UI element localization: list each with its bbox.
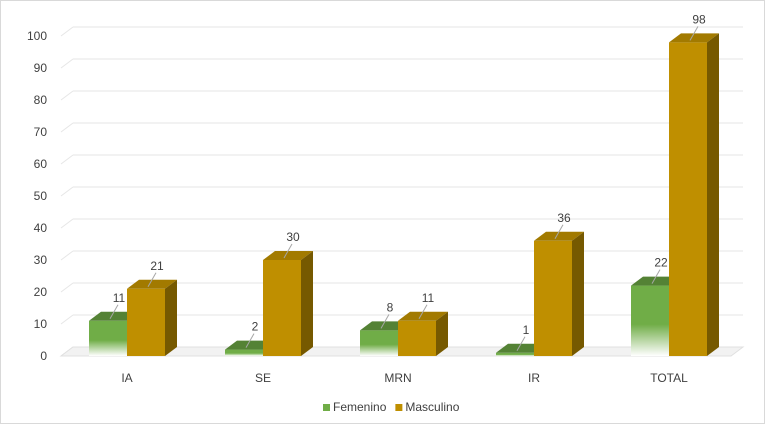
data-label-leader: [283, 243, 293, 259]
bar-side-face: [301, 251, 313, 356]
gridline-90: [60, 58, 74, 69]
gridline-40: [60, 218, 74, 229]
gridlines: [60, 26, 743, 357]
data-label-leader: [689, 26, 699, 41]
data-label: 21: [150, 259, 164, 273]
gridline-60: [60, 154, 74, 165]
legend: Femenino Masculino: [323, 400, 460, 414]
data-label: 11: [422, 291, 435, 305]
data-label-leader: [651, 269, 661, 284]
data-label-leader: [109, 304, 119, 320]
bar-top-face: [263, 251, 313, 260]
y-tick-label: 20: [34, 285, 48, 299]
data-label: 36: [557, 211, 571, 225]
legend-label-femenino: Femenino: [333, 400, 387, 414]
x-category-label: MRN: [384, 371, 411, 385]
bar-front-face: [225, 349, 263, 356]
bar-top-face: [398, 311, 448, 321]
gridline-30: [60, 250, 74, 261]
data-label: 30: [286, 230, 300, 244]
gridline-10: [60, 314, 74, 325]
legend-label-masculino: Masculino: [405, 400, 459, 414]
data-label-leader: [245, 333, 255, 348]
bar-front-face: [631, 285, 669, 356]
bar-masculino-total: 98: [669, 12, 719, 357]
x-category-label: SE: [255, 371, 271, 385]
bar-side-face: [165, 279, 177, 356]
gridline-20: [60, 282, 74, 293]
legend-swatch-femenino: [323, 404, 330, 411]
bar-front-face: [534, 240, 572, 356]
gridline-70: [60, 122, 74, 133]
bar-top-face: [669, 33, 719, 43]
gridline-100: [60, 26, 74, 37]
bar-side-face: [707, 33, 719, 357]
y-tick-label: 80: [34, 93, 48, 107]
data-label: 8: [387, 300, 394, 314]
bar-front-face: [669, 42, 707, 357]
bar-top-face: [534, 231, 584, 241]
bar-masculino-ia: 21: [127, 259, 177, 356]
bar-top-face: [225, 340, 275, 350]
bar-top-face: [127, 279, 177, 289]
bar-top-face: [89, 311, 139, 321]
y-tick-label: 90: [34, 61, 48, 75]
data-label: 1: [523, 323, 530, 337]
bar-front-face: [127, 288, 165, 356]
data-label: 11: [113, 291, 126, 305]
bar-front-face: [263, 260, 301, 356]
y-tick-label: 30: [34, 253, 48, 267]
gridline-80: [60, 90, 74, 101]
bar-masculino-se: 30: [263, 230, 313, 356]
bar-masculino-mrn: 11: [398, 291, 448, 356]
data-label: 98: [692, 12, 706, 26]
x-category-label: TOTAL: [650, 371, 688, 385]
bar-side-face: [436, 311, 448, 356]
data-label-leader: [147, 272, 157, 288]
gridline-50: [60, 186, 74, 197]
data-label-leader: [418, 304, 428, 320]
legend-swatch-masculino: [395, 404, 403, 411]
y-axis-ticks: 0 10 20 30 40 50 60 70 80 90 100: [27, 29, 47, 363]
y-tick-label: 0: [40, 349, 47, 363]
bar-front-face: [496, 352, 534, 356]
y-tick-label: 60: [34, 157, 48, 171]
bar-front-face: [360, 330, 398, 356]
bar-front-face: [89, 320, 127, 356]
data-label: 2: [252, 320, 259, 334]
y-tick-label: 40: [34, 221, 48, 235]
x-category-label: IA: [121, 371, 132, 385]
bar-side-face: [572, 231, 584, 356]
bar-top-face: [496, 343, 546, 353]
bar-top-face: [631, 276, 681, 286]
data-label-leader: [554, 224, 564, 240]
bar-front-face: [398, 320, 436, 356]
x-category-label: IR: [528, 371, 540, 385]
y-tick-label: 50: [34, 189, 48, 203]
data-label-leader: [516, 336, 526, 352]
data-label-leader: [380, 314, 390, 329]
x-axis-categories: IA SE MRN IR TOTAL: [121, 371, 688, 385]
bar-top-face: [360, 321, 410, 331]
y-tick-label: 100: [27, 29, 47, 43]
y-tick-label: 70: [34, 125, 48, 139]
data-label: 22: [654, 256, 668, 270]
y-tick-label: 10: [34, 317, 48, 331]
bar-masculino-ir: 36: [534, 211, 584, 356]
